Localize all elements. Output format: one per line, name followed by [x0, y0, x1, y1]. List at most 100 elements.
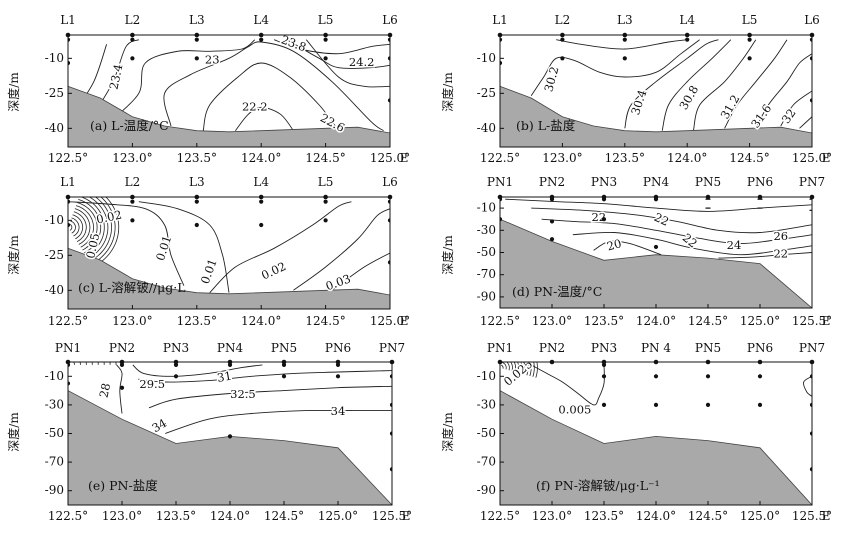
station-marker	[119, 359, 125, 365]
x-unit-label: E	[822, 509, 831, 523]
x-unit-label: E	[822, 151, 831, 165]
x-tick-label: 122.5°	[480, 314, 520, 328]
x-tick-label: 124.0°	[636, 509, 676, 523]
x-tick-label: 122.5°	[48, 151, 88, 165]
x-tick-label: 123.0°	[102, 509, 142, 523]
sample-point	[601, 217, 607, 222]
contour-line	[661, 39, 732, 131]
station-marker	[653, 359, 659, 365]
station-marker	[705, 359, 711, 365]
station-marker	[705, 194, 711, 200]
fan-contour-line	[502, 362, 507, 370]
contour-value-label: 0.01	[153, 234, 174, 263]
fan-contour-line	[87, 197, 109, 259]
contour-line	[541, 218, 812, 245]
sample-point	[68, 381, 71, 386]
station-label: L5	[318, 175, 334, 189]
station-label: PN2	[109, 341, 135, 355]
seabed-terrain	[500, 85, 812, 147]
station-label: PN7	[799, 175, 825, 189]
plot-frame	[67, 34, 391, 148]
panel-label: (e) PN-盐度	[88, 478, 158, 493]
station-marker	[281, 359, 287, 365]
y-tick-label: -10	[477, 369, 496, 383]
contour-value-label: 29.5	[139, 377, 165, 391]
contour-value-label: 30.2	[541, 65, 561, 93]
x-tick-label: 123.0°	[532, 314, 572, 328]
contour-value-label: 24	[727, 238, 742, 252]
sample-point	[500, 217, 503, 222]
contour-line	[293, 208, 390, 291]
x-unit-label: E	[400, 314, 409, 328]
sample-point	[622, 37, 627, 42]
contour-line	[718, 252, 812, 259]
sample-point	[601, 402, 607, 407]
y-tick-label: -50	[477, 426, 496, 440]
sample-point	[809, 56, 812, 61]
contour-value-label: 24.2	[349, 55, 375, 69]
contour-value-label: 26	[773, 229, 788, 243]
y-tick-label: -70	[45, 455, 64, 469]
fan-contour-line	[517, 362, 520, 373]
contour-value-label: 32	[779, 106, 799, 126]
sample-point	[259, 222, 264, 228]
y-tick-label: -10	[45, 369, 64, 383]
station-label: PN2	[539, 175, 565, 189]
x-tick-label: 123.0°	[532, 509, 572, 523]
plot-area-d: 22 22 22 24 26 22 20	[500, 197, 812, 308]
x-tick-label: 122.5°	[48, 509, 88, 523]
contour-line	[138, 370, 392, 383]
fan-contour-line	[68, 223, 73, 231]
contour-value-label: 22	[680, 231, 700, 251]
seabed-terrain	[500, 390, 812, 505]
y-tick-label: -40	[45, 121, 64, 135]
x-unit-label: E	[400, 151, 409, 165]
station-label: L4	[253, 175, 269, 189]
contour-line	[148, 385, 392, 409]
station-marker	[757, 194, 763, 200]
sample-point	[809, 431, 812, 436]
contour-line	[112, 39, 256, 120]
station-marker	[335, 359, 341, 365]
plot-frame	[67, 196, 391, 310]
y-tick-label: -40	[477, 121, 496, 135]
fan-contour-line	[78, 199, 102, 254]
station-marker	[809, 194, 815, 200]
sample-point	[323, 199, 328, 204]
x-tick-label: 125.0°	[318, 509, 358, 523]
sample-point	[130, 218, 135, 223]
y-tick-label: -25	[45, 248, 64, 262]
contour-value-label: 22	[591, 210, 606, 224]
x-tick-label: 123.5°	[177, 151, 217, 165]
station-marker	[130, 194, 135, 200]
station-label: PN4	[643, 175, 670, 189]
panel-b: 30.2 30.4 30.8 31.2 31.6 32 L1 L2 L3 L4 L5 L6 122.5°…	[440, 13, 832, 165]
contour-line	[755, 53, 812, 129]
station-marker	[653, 194, 659, 200]
station-marker	[601, 359, 607, 365]
sample-point	[389, 402, 392, 407]
sample-point	[389, 467, 392, 472]
contour-line	[116, 364, 123, 414]
sample-point	[809, 374, 812, 379]
contour-line	[556, 39, 688, 50]
sample-point	[809, 37, 812, 42]
y-axis-label: 深度/m	[440, 72, 455, 112]
contour-value-label: 30.8	[676, 83, 701, 112]
fan-contour-line	[73, 362, 75, 365]
y-tick-label: -90	[45, 483, 64, 497]
contour-line	[624, 39, 719, 129]
fan-contour-line	[506, 362, 510, 371]
sample-point	[389, 431, 392, 436]
station-label: PN3	[591, 175, 617, 189]
sample-point	[747, 56, 752, 61]
station-label: PN5	[695, 341, 721, 355]
x-tick-label: 123.5°	[584, 314, 624, 328]
fan-contour-line	[91, 197, 116, 265]
contour-line	[305, 39, 390, 88]
sample-point	[809, 402, 812, 407]
y-tick-label: -25	[45, 86, 64, 100]
station-label: L1	[60, 175, 76, 189]
contour-line	[803, 375, 812, 397]
